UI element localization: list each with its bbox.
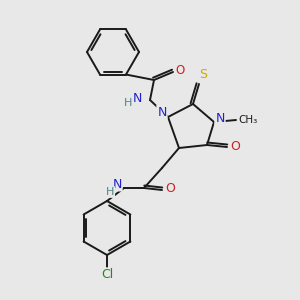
Text: O: O (165, 182, 175, 196)
Text: O: O (230, 140, 240, 154)
Text: H: H (124, 98, 132, 108)
Text: N: N (112, 178, 122, 190)
Text: CH₃: CH₃ (238, 115, 258, 125)
Text: N: N (132, 92, 142, 104)
Text: Cl: Cl (101, 268, 113, 281)
Text: N: N (157, 106, 167, 118)
Text: S: S (199, 68, 207, 82)
Text: N: N (215, 112, 225, 124)
Text: O: O (176, 64, 184, 77)
Text: H: H (106, 187, 114, 197)
